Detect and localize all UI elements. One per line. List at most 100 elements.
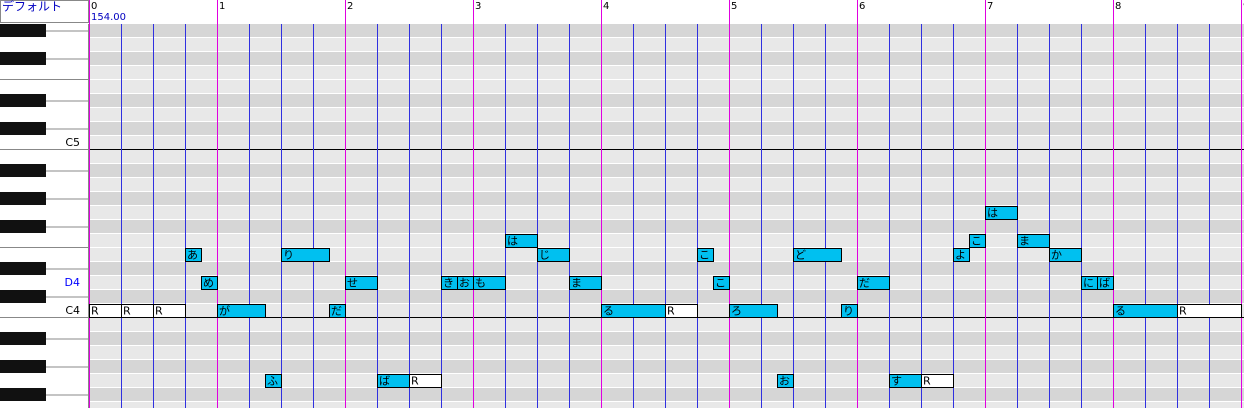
row: [89, 318, 1244, 331]
note-lyric: お: [459, 277, 470, 290]
row: [89, 388, 1244, 401]
row: [89, 346, 1244, 359]
measure-number: 8: [1115, 1, 1121, 12]
note[interactable]: [1049, 248, 1082, 262]
row: [89, 80, 1244, 93]
note-lyric: こ: [715, 277, 726, 290]
row: [89, 290, 1244, 303]
note-lyric: お: [779, 375, 790, 388]
row: [89, 178, 1244, 191]
black-key: [0, 262, 46, 275]
note-lyric: あ: [187, 249, 198, 262]
row: [89, 192, 1244, 205]
note-lyric: ふ: [267, 375, 278, 388]
note[interactable]: [537, 248, 570, 262]
note[interactable]: [921, 374, 954, 388]
row: [89, 374, 1244, 387]
note[interactable]: [185, 248, 202, 262]
note-lyric: す: [891, 375, 902, 388]
note[interactable]: [1177, 304, 1242, 318]
measure-number: 3: [475, 1, 481, 12]
note-lyric: に: [1083, 277, 1094, 290]
row: [89, 122, 1244, 135]
track-name[interactable]: デフォルト: [2, 0, 62, 14]
row: [89, 220, 1244, 233]
note-lyric: R: [123, 305, 131, 318]
row: [89, 206, 1244, 219]
note[interactable]: [505, 234, 538, 248]
note-lyric: ば: [379, 375, 390, 388]
row: [89, 66, 1244, 79]
note[interactable]: [713, 276, 730, 290]
note[interactable]: [969, 234, 986, 248]
measure-number: 2: [347, 1, 353, 12]
black-key: [0, 220, 46, 233]
note-lyric: か: [1051, 249, 1062, 262]
note-lyric: る: [603, 305, 614, 318]
track-box[interactable]: [0, 0, 89, 23]
note[interactable]: [569, 276, 602, 290]
black-key: [0, 52, 46, 65]
note-lyric: R: [91, 305, 99, 318]
measure-number: 6: [859, 1, 865, 12]
note[interactable]: [665, 304, 698, 318]
row: [89, 360, 1244, 373]
note-lyric: ろ: [731, 305, 742, 318]
row: [89, 24, 1244, 37]
row: [89, 234, 1244, 247]
row: [89, 108, 1244, 121]
note-lyric: は: [507, 235, 518, 248]
black-key: [0, 164, 46, 177]
row: [89, 402, 1244, 408]
row: [89, 276, 1244, 289]
note[interactable]: [265, 374, 282, 388]
note-lyric: も: [475, 277, 486, 290]
note-lyric: ば: [1099, 277, 1110, 290]
row: [89, 38, 1244, 51]
measure-number: 5: [731, 1, 737, 12]
black-key: [0, 388, 46, 401]
note-lyric: せ: [347, 277, 358, 290]
note-lyric: よ: [955, 249, 966, 262]
tempo[interactable]: 154.00: [91, 12, 126, 23]
note[interactable]: [697, 248, 714, 262]
row: [89, 262, 1244, 275]
note[interactable]: [857, 276, 890, 290]
note-lyric: R: [1179, 305, 1187, 318]
note-lyric: だ: [331, 305, 342, 318]
note[interactable]: [329, 304, 346, 318]
note[interactable]: [1097, 276, 1114, 290]
note-lyric: R: [411, 375, 419, 388]
note[interactable]: [217, 304, 266, 318]
note-lyric: る: [1115, 305, 1126, 318]
note[interactable]: [953, 248, 970, 262]
note[interactable]: [281, 248, 330, 262]
note[interactable]: [201, 276, 218, 290]
note[interactable]: [1017, 234, 1050, 248]
row: [89, 150, 1244, 163]
note[interactable]: [153, 304, 186, 318]
note[interactable]: [841, 304, 858, 318]
note[interactable]: [409, 374, 442, 388]
row: [89, 94, 1244, 107]
note[interactable]: [729, 304, 778, 318]
note-lyric: ま: [571, 277, 582, 290]
black-key: [0, 290, 46, 303]
note-lyric: り: [843, 305, 854, 318]
black-key: [0, 360, 46, 373]
key-label: D4: [65, 276, 80, 289]
note[interactable]: [345, 276, 378, 290]
black-key: [0, 24, 46, 37]
note-lyric: め: [203, 277, 214, 290]
note[interactable]: [777, 374, 794, 388]
note-lyric: R: [667, 305, 675, 318]
note-lyric: き: [443, 277, 454, 290]
row: [89, 52, 1244, 65]
note[interactable]: [793, 248, 842, 262]
measure-number: 0: [91, 1, 97, 12]
note[interactable]: [985, 206, 1018, 220]
black-key: [0, 192, 46, 205]
note-lyric: は: [987, 207, 998, 220]
note[interactable]: [473, 276, 506, 290]
